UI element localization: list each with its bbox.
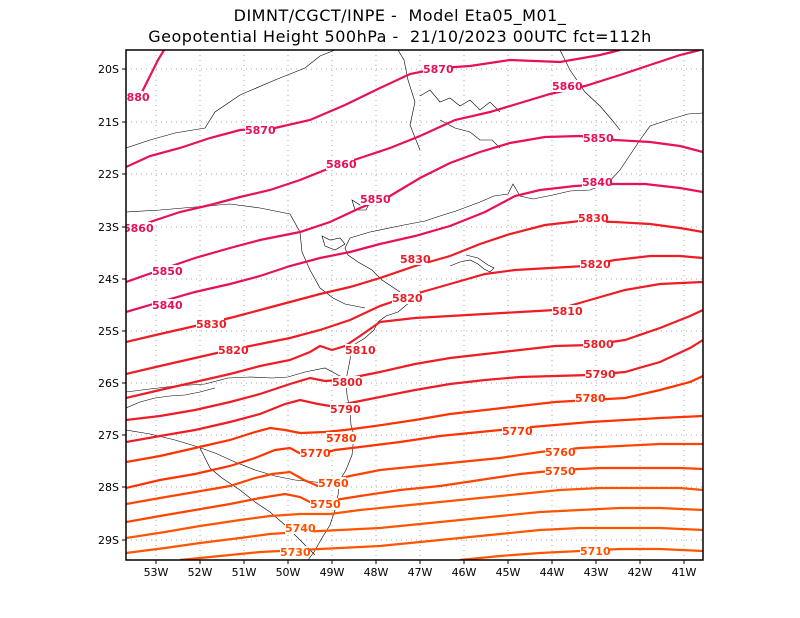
lat-label-26s: 26S [98, 377, 119, 390]
chart-title-line1: DIMNT/CGCT/INPE - Model Eta05_M01_ [233, 6, 567, 25]
contour-label-5860-c: 5860 [123, 222, 154, 235]
contour-5860 [126, 50, 701, 234]
lat-lon-grid [126, 50, 703, 560]
lake-interior-2 [351, 199, 371, 211]
contour-5830 [126, 219, 703, 344]
chart-title-line2: Geopotential Height 500hPa - 21/10/2023 … [148, 27, 652, 46]
contour-label-5750-a: 5750 [545, 465, 576, 478]
contour-label-5780-b: 5780 [326, 432, 357, 445]
contour-label-5820-c: 5820 [218, 344, 249, 357]
contour-label-5870-a: 5870 [423, 63, 454, 76]
contour-label-5820-b: 5820 [392, 292, 423, 305]
contour-label-5740: 5740 [285, 522, 316, 535]
contour-label-5820-a: 5820 [580, 258, 611, 271]
lon-tick-labels: 53W 52W 51W 50W 49W 48W 47W 46W 45W 44W … [144, 566, 697, 579]
lon-label-47w: 47W [408, 566, 433, 579]
contour-5870 [126, 50, 621, 168]
contour-label-5780-a: 5780 [575, 392, 606, 405]
contour-label-5800-a: 5800 [583, 338, 614, 351]
state-boundary-mg-rj [397, 50, 421, 151]
lat-tick-labels: 20S 21S 22S 23S 24S 25S 26S 27S 28S 29S [98, 63, 119, 547]
lat-label-23s: 23S [98, 221, 119, 234]
contour-label-5760-a: 5760 [545, 446, 576, 459]
contour-5810 [126, 280, 703, 400]
contour-label-5810-b: 5810 [345, 344, 376, 357]
contour-5720 [179, 526, 703, 560]
lon-label-49w: 49W [320, 566, 345, 579]
lon-label-45w: 45W [496, 566, 521, 579]
contour-label-5710: 5710 [580, 545, 611, 558]
contour-5780 [126, 375, 703, 464]
state-boundary-sc-rs [126, 429, 331, 485]
contour-5850 [126, 134, 703, 284]
contour-label-5860-b: 5860 [326, 158, 357, 171]
contour-label-5880: 5880 [119, 91, 150, 104]
contour-5880 [126, 50, 165, 98]
contour-label-5770-a: 5770 [502, 425, 533, 438]
lat-label-28s: 28S [98, 481, 119, 494]
lat-label-21s: 21S [98, 116, 119, 129]
lon-label-42w: 42W [628, 566, 653, 579]
contour-label-5790-a: 5790 [585, 368, 616, 381]
contour-label-5770-b: 5770 [300, 447, 331, 460]
contour-label-5800-b: 5800 [332, 376, 363, 389]
coastline [307, 112, 703, 560]
lon-label-44w: 44W [540, 566, 565, 579]
contour-label-5840-a: 5840 [582, 176, 613, 189]
lat-label-25s: 25S [98, 325, 119, 338]
map-boundaries [126, 50, 703, 560]
contour-5790 [126, 339, 703, 444]
contour-label-5850-c: 5850 [152, 265, 183, 278]
lon-label-48w: 48W [364, 566, 389, 579]
coastline-rio-bay [449, 254, 495, 273]
contour-5770 [126, 414, 703, 490]
contour-label-5870-b: 5870 [245, 124, 276, 137]
country-boundary-py [126, 387, 216, 409]
lon-label-43w: 43W [584, 566, 609, 579]
contour-label-5750-b: 5750 [310, 498, 341, 511]
lon-label-46w: 46W [452, 566, 477, 579]
contour-5800 [126, 309, 703, 422]
lon-label-53w: 53W [144, 566, 169, 579]
contour-label-5790-b: 5790 [330, 403, 361, 416]
contour-5820 [126, 254, 703, 376]
contour-label-5850-a: 5850 [583, 132, 614, 145]
lon-label-52w: 52W [188, 566, 213, 579]
contour-label-5730: 5730 [280, 546, 311, 559]
lon-label-50w: 50W [276, 566, 301, 579]
lake-interior-1 [321, 235, 346, 251]
tick-marks [122, 68, 685, 564]
contour-label-5830-c: 5830 [196, 318, 227, 331]
lon-label-51w: 51W [232, 566, 257, 579]
contour-label-5860-a: 5860 [552, 80, 583, 93]
contour-label-5840-b: 5840 [152, 299, 183, 312]
state-boundary-mg-sp [126, 50, 336, 149]
river-north [419, 89, 501, 113]
lat-label-22s: 22S [98, 168, 119, 181]
contour-5760 [126, 442, 703, 506]
country-boundary-ar [199, 447, 316, 556]
contour-label-5810-a: 5810 [552, 305, 583, 318]
lat-label-27s: 27S [98, 429, 119, 442]
contour-label-5850-b: 5850 [360, 193, 391, 206]
contour-label-5760-b: 5760 [318, 477, 349, 490]
contour-label-5830-b: 5830 [400, 253, 431, 266]
coast-north-islands [439, 119, 501, 149]
plot-frame [125, 49, 704, 561]
state-boundary-mg-es [559, 50, 621, 131]
contour-label-5830-a: 5830 [578, 212, 609, 225]
contour-5730 [126, 506, 703, 555]
lat-label-20s: 20S [98, 63, 119, 76]
contour-5750 [126, 466, 703, 524]
contour-5740 [126, 486, 703, 540]
lon-label-41w: 41W [672, 566, 697, 579]
lat-label-24s: 24S [98, 273, 119, 286]
lat-label-29s: 29S [98, 534, 119, 547]
